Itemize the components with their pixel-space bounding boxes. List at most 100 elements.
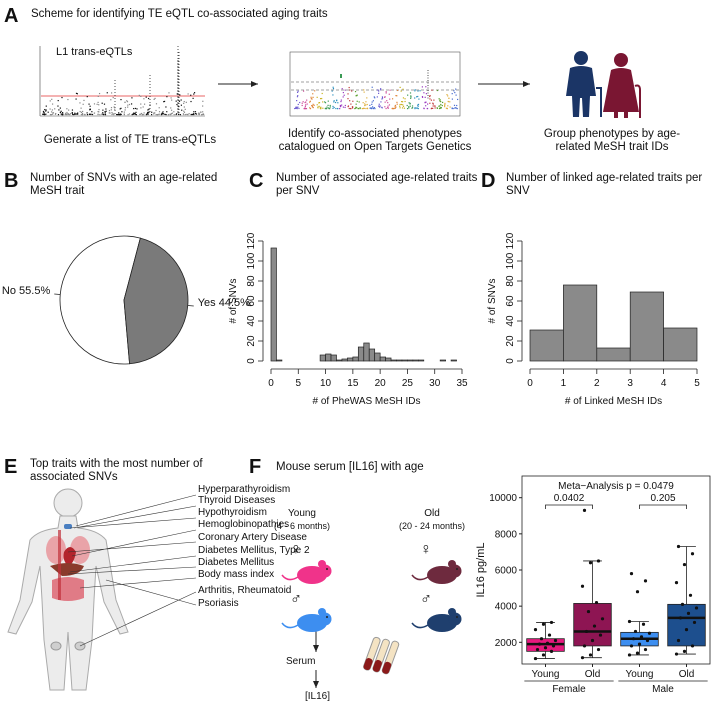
thumb-dot	[370, 107, 372, 109]
label-tick	[54, 293, 61, 295]
thumb-dot	[98, 104, 100, 106]
thumb-dot	[370, 107, 372, 110]
thumb-dot	[455, 107, 458, 109]
thumb-dot	[134, 107, 137, 110]
thumb-dot	[441, 104, 443, 107]
thumb-dot	[98, 111, 100, 113]
thumb-dot	[104, 112, 106, 114]
y-tick-label: 60	[505, 295, 516, 307]
thumb-dot	[312, 103, 314, 105]
thumb-dot	[333, 101, 335, 103]
thumb-dot	[401, 101, 404, 103]
thumb-dot	[193, 92, 196, 94]
thumb-dot	[81, 110, 84, 113]
thumb-dot	[81, 112, 84, 115]
thumb-dot	[97, 95, 99, 97]
thumb-dot	[128, 103, 131, 106]
thumb-dot	[51, 109, 54, 111]
thumb-dot	[448, 101, 450, 103]
data-point	[551, 644, 556, 648]
thumb-dot	[325, 107, 327, 110]
thumb-dot	[298, 107, 300, 110]
thumb-dot	[295, 107, 297, 109]
histogram-bar	[352, 356, 359, 362]
thumb-dot	[127, 113, 129, 116]
thumb-dot	[76, 113, 78, 115]
thumb-dot	[170, 97, 172, 99]
thumb-dot	[438, 105, 440, 107]
thumb-dot	[148, 111, 150, 113]
thumb-dot	[416, 96, 418, 98]
mouse-icon	[411, 560, 462, 584]
thumb-dot	[372, 107, 375, 110]
thumb-dot	[165, 113, 167, 116]
thumb-dot	[378, 90, 380, 92]
thumb-dot	[89, 113, 91, 115]
thumb-dot	[57, 105, 59, 107]
thumb-dot	[162, 113, 165, 115]
histogram-bar	[407, 359, 414, 362]
thumb-dot	[193, 93, 195, 95]
trait-label: Diabetes Mellitus	[198, 557, 275, 568]
thumb-dot	[76, 93, 78, 95]
thumb-dot	[59, 111, 61, 114]
thumb-dot	[421, 95, 424, 98]
y-tick-label: 40	[505, 315, 516, 327]
thumb-dot	[444, 104, 446, 107]
thumb-dot	[139, 113, 141, 116]
thumb-dot	[88, 103, 90, 105]
thumb-dot	[302, 90, 305, 92]
thumb-dot	[147, 113, 149, 116]
thumb-dot	[60, 110, 62, 112]
thumb-dot	[202, 111, 204, 113]
thumb-dot	[91, 111, 93, 113]
thumb-dot	[60, 113, 62, 115]
histogram-bar	[368, 348, 376, 362]
thumb-dot	[193, 113, 195, 115]
thumb-dot	[440, 103, 442, 106]
histogram-bar	[379, 356, 386, 362]
thumb-dot	[118, 112, 120, 114]
thumb-dot	[317, 106, 319, 108]
thumb-dot	[457, 98, 459, 101]
thumb-dot	[310, 96, 312, 98]
thumb-dot	[118, 113, 120, 116]
thumb-dot	[98, 92, 101, 95]
thumb-dot	[75, 113, 77, 115]
thumb-dot	[185, 113, 187, 116]
thumb-dot	[111, 113, 113, 116]
data-point	[627, 653, 632, 657]
thumb-dot	[444, 102, 446, 105]
thumb-dot	[147, 111, 149, 114]
thumb-dot	[417, 103, 420, 106]
plot-label: L1 trans-eQTLs	[56, 46, 133, 58]
thumb-dot	[429, 95, 431, 97]
group-label: Old	[424, 508, 440, 519]
thumb-dot	[449, 106, 451, 108]
thumb-dot	[296, 106, 298, 109]
thumb-dot	[438, 107, 441, 110]
thumb-dot	[51, 103, 54, 105]
thumb-dot	[400, 90, 402, 92]
thumb-dot	[317, 107, 319, 109]
thumb-dot	[342, 106, 344, 108]
thumb-dot	[133, 112, 135, 114]
thumb-dot	[426, 107, 428, 110]
thumb-dot	[91, 113, 94, 116]
thumb-dot	[446, 107, 448, 110]
thumb-dot	[114, 108, 116, 110]
thumb-dot	[164, 113, 166, 115]
thumb-dot	[410, 96, 412, 98]
thumb-dot	[143, 112, 145, 114]
thumb-dot	[354, 107, 356, 110]
panel-letter: B	[4, 170, 19, 192]
panel-letter: A	[4, 5, 19, 27]
thumb-dot	[309, 101, 311, 103]
x-tick-label: 1	[561, 378, 567, 389]
thumb-dot	[447, 95, 449, 97]
thumb-dot	[440, 107, 442, 109]
thumb-dot	[364, 103, 366, 105]
thumb-dot	[395, 95, 397, 97]
thumb-dot	[432, 102, 434, 104]
thumb-dot	[456, 107, 458, 110]
